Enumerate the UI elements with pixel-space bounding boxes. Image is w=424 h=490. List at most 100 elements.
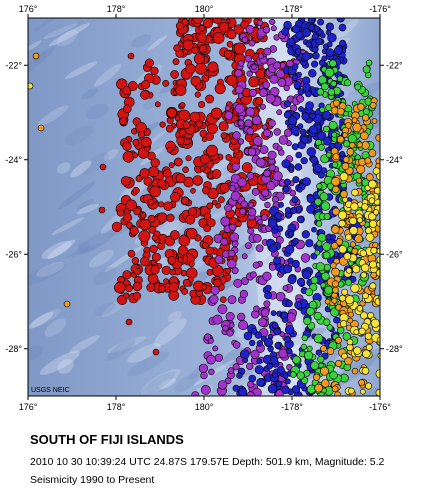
earthquake-marker	[227, 367, 235, 374]
earthquake-marker	[354, 234, 363, 243]
earthquake-marker	[312, 51, 320, 60]
earthquake-marker	[132, 281, 143, 292]
earthquake-marker	[297, 123, 304, 130]
earthquake-marker	[231, 267, 239, 275]
earthquake-marker	[237, 177, 247, 188]
earthquake-marker	[372, 242, 379, 249]
earthquake-marker	[173, 157, 183, 167]
earthquake-marker	[305, 101, 314, 110]
earthquake-marker	[359, 249, 367, 257]
earthquake-marker	[300, 135, 309, 144]
earthquake-marker	[246, 171, 255, 180]
earthquake-marker	[217, 196, 225, 204]
earthquake-marker	[140, 212, 147, 219]
earthquake-marker	[295, 151, 303, 159]
earthquake-marker	[247, 147, 257, 157]
earthquake-marker	[354, 83, 362, 91]
earthquake-marker	[248, 374, 257, 383]
earthquake-marker	[306, 307, 315, 316]
earthquake-marker	[163, 278, 169, 284]
earthquake-marker	[233, 42, 246, 55]
earthquake-marker	[139, 168, 150, 179]
earthquake-marker	[252, 261, 260, 269]
earthquake-marker	[241, 36, 249, 43]
earthquake-marker	[321, 55, 328, 62]
earthquake-marker	[231, 162, 240, 171]
earthquake-marker	[181, 18, 189, 26]
earthquake-marker	[298, 106, 304, 112]
earthquake-marker	[301, 230, 310, 239]
earthquake-marker	[206, 354, 216, 365]
earthquake-marker	[331, 177, 341, 187]
earthquake-marker	[329, 371, 338, 380]
earthquake-marker	[348, 387, 355, 395]
earthquake-marker	[200, 371, 208, 380]
earthquake-marker	[251, 187, 260, 196]
earthquake-marker	[323, 213, 331, 220]
earthquake-marker	[292, 237, 300, 245]
earthquake-marker	[344, 79, 352, 87]
earthquake-marker	[375, 389, 380, 396]
relief-shape	[32, 18, 66, 33]
map-area[interactable]	[14, 3, 402, 410]
earthquake-marker	[244, 54, 253, 63]
earthquake-marker	[283, 84, 290, 92]
y-tick-label: -28°	[5, 344, 22, 354]
earthquake-marker	[376, 255, 380, 264]
earthquake-marker	[317, 18, 324, 26]
earthquake-marker	[167, 256, 177, 265]
earthquake-marker	[283, 100, 291, 108]
earthquake-markers	[28, 18, 380, 396]
relief-shape	[108, 224, 133, 237]
earthquake-marker	[287, 275, 297, 285]
earthquake-marker	[220, 237, 229, 246]
earthquake-marker	[225, 154, 232, 161]
earthquake-marker	[261, 214, 269, 222]
earthquake-marker	[317, 143, 325, 151]
map-credit: USGS NEIC	[31, 387, 70, 394]
earthquake-marker	[162, 80, 170, 87]
earthquake-marker	[169, 269, 176, 276]
earthquake-marker	[207, 337, 214, 344]
earthquake-marker	[269, 356, 279, 365]
earthquake-marker	[284, 378, 291, 385]
relief-shape	[57, 359, 74, 374]
earthquake-marker	[296, 187, 303, 193]
relief-shape	[48, 22, 91, 47]
earthquake-marker	[251, 115, 262, 126]
earthquake-marker	[176, 136, 185, 145]
earthquake-marker	[220, 216, 231, 227]
earthquake-marker	[206, 202, 214, 210]
relief-shape	[36, 262, 65, 277]
earthquake-marker	[119, 117, 128, 126]
earthquake-marker	[135, 175, 143, 183]
earthquake-marker	[259, 145, 269, 155]
relief-shape	[139, 371, 176, 396]
earthquake-marker	[270, 310, 277, 316]
x-tick-label: -176°	[369, 4, 391, 14]
earthquake-marker	[358, 379, 365, 386]
earthquake-marker	[283, 335, 291, 343]
earthquake-marker	[349, 142, 356, 149]
earthquake-marker	[372, 209, 379, 216]
earthquake-marker	[212, 18, 222, 24]
x-tick-label: -176°	[369, 402, 391, 412]
relief-shape	[28, 46, 56, 78]
earthquake-marker	[256, 19, 264, 26]
earthquake-marker	[205, 94, 214, 104]
earthquake-marker	[125, 318, 133, 326]
earthquake-marker	[239, 289, 248, 299]
earthquake-marker	[352, 122, 362, 133]
earthquake-marker	[288, 165, 295, 172]
seismicity-map: 176° 176° 178° 178° 180° 180° -178° -178° -176° -…	[5, 3, 403, 412]
earthquake-marker	[296, 277, 306, 287]
earthquake-marker	[217, 380, 228, 390]
earthquake-marker	[277, 366, 285, 374]
earthquake-marker	[296, 71, 302, 78]
earthquake-marker	[315, 220, 323, 227]
earthquake-marker	[219, 21, 230, 33]
earthquake-marker	[249, 339, 256, 347]
earthquake-marker	[291, 143, 299, 151]
earthquake-marker	[233, 148, 240, 155]
earthquake-marker	[266, 181, 276, 191]
